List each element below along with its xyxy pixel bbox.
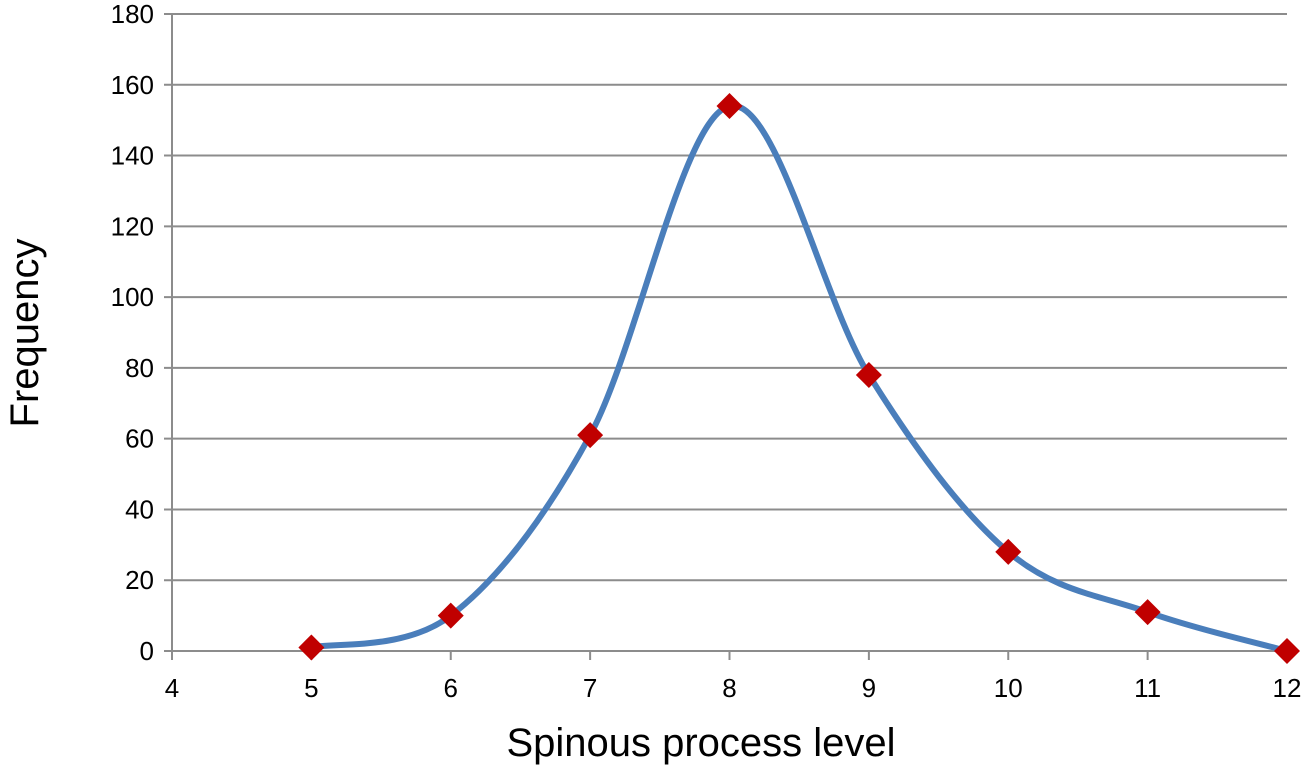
y-tick-label: 60 xyxy=(125,424,154,454)
gridlines xyxy=(164,13,1287,582)
y-tick-label: 80 xyxy=(125,353,154,383)
x-tick-label: 11 xyxy=(1134,673,1161,703)
x-tick-label: 9 xyxy=(862,673,876,703)
x-tick-label: 7 xyxy=(583,673,597,703)
y-tick-label: 100 xyxy=(111,282,154,312)
y-tick-label: 160 xyxy=(111,70,154,100)
data-point-marker xyxy=(298,634,325,661)
data-point-marker xyxy=(577,422,604,449)
y-tick-label: 40 xyxy=(125,494,154,524)
x-tick-label: 5 xyxy=(304,673,318,703)
data-point-marker xyxy=(995,538,1022,565)
data-point-marker xyxy=(437,602,464,629)
data-point-marker xyxy=(855,361,882,388)
y-tick-label: 180 xyxy=(111,0,154,29)
x-tick-label: 4 xyxy=(165,673,179,703)
series xyxy=(308,102,1290,654)
data-point-marker xyxy=(1274,638,1300,664)
series-line xyxy=(308,102,1290,654)
x-axis-title: Spinous process level xyxy=(506,721,895,765)
y-tick-label: 140 xyxy=(111,141,154,171)
x-tick-label: 8 xyxy=(722,673,736,703)
y-axis-title: Frequency xyxy=(3,239,47,428)
data-point-marker xyxy=(1134,599,1161,626)
markers xyxy=(298,93,1300,664)
data-point-marker xyxy=(716,93,743,120)
y-tick-label: 20 xyxy=(125,565,154,595)
y-tick-labels: 0 20 40 60 80 100 120 140 160 180 xyxy=(111,0,154,666)
y-tick-label: 0 xyxy=(140,636,154,666)
x-tick-label: 6 xyxy=(444,673,458,703)
x-tick-label: 12 xyxy=(1273,673,1302,703)
x-tick-label: 10 xyxy=(994,673,1023,703)
x-tick-labels: 4 5 6 7 8 9 10 11 12 xyxy=(165,673,1302,703)
y-tick-label: 120 xyxy=(111,211,154,241)
